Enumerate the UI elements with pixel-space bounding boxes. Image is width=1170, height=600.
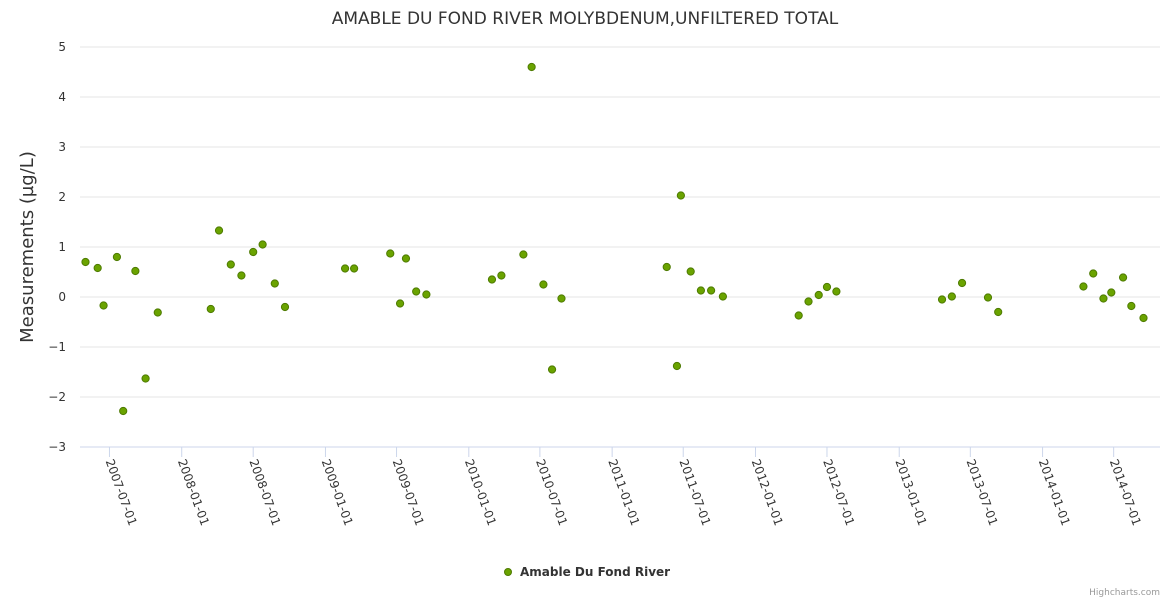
y-tick-label: 2 [58,190,66,204]
data-point[interactable] [395,299,405,308]
data-points [81,62,1148,416]
x-tick-label: 2013-01-01 [892,457,929,527]
data-point[interactable] [1107,288,1116,297]
x-tick-label: 2008-01-01 [175,457,212,527]
data-point[interactable] [112,252,122,262]
y-axis-ticks: 5 4 3 2 1 0 −1 −2 −3 [48,40,66,454]
data-point[interactable] [662,262,671,272]
data-point[interactable] [119,406,128,416]
data-point[interactable] [226,260,235,269]
chart-title: AMABLE DU FOND RIVER MOLYBDENUM,UNFILTER… [332,9,839,29]
data-point[interactable] [1139,313,1148,323]
gridlines [80,46,1160,398]
data-point[interactable] [386,249,395,258]
data-point[interactable] [994,307,1003,317]
x-axis-ticks: 2007-07-01 2008-01-01 2008-07-01 2009-01-01… [103,447,1144,528]
data-point[interactable] [81,257,90,267]
data-point[interactable] [249,247,258,257]
data-point[interactable] [487,275,497,284]
data-point[interactable] [497,271,506,280]
y-tick-label: 4 [58,90,66,104]
data-point[interactable] [99,301,108,310]
data-point[interactable] [527,62,536,72]
data-point[interactable] [519,250,528,259]
data-point[interactable] [832,287,841,296]
x-tick-label: 2012-01-01 [749,457,786,527]
data-point[interactable] [350,264,359,273]
data-point[interactable] [214,226,224,235]
x-tick-label: 2009-01-01 [319,457,356,527]
data-point[interactable] [539,280,548,289]
data-point[interactable] [1099,294,1108,303]
y-tick-label: 3 [58,140,66,154]
data-point[interactable] [947,292,956,301]
x-tick-label: 2012-07-01 [820,457,857,527]
x-tick-label: 2010-07-01 [533,457,570,527]
y-tick-label: 5 [58,40,66,54]
data-point[interactable] [707,286,716,295]
legend[interactable]: Amable Du Fond River [504,565,671,579]
data-point[interactable] [1127,301,1136,311]
x-tick-label: 2010-01-01 [462,457,499,527]
data-point[interactable] [696,286,706,295]
data-point[interactable] [1079,282,1088,291]
data-point[interactable] [141,374,150,383]
x-tick-label: 2007-07-01 [103,457,140,527]
credits-link[interactable]: Highcharts.com [1089,588,1160,598]
data-point[interactable] [937,295,947,304]
y-tick-label: −3 [48,440,66,454]
data-point[interactable] [422,290,431,299]
data-point[interactable] [547,365,557,374]
y-tick-label: −2 [48,390,66,404]
y-tick-label: −1 [48,340,66,354]
data-point[interactable] [401,254,411,263]
legend-label: Amable Du Fond River [520,565,670,579]
x-tick-label: 2008-07-01 [246,457,283,527]
data-point[interactable] [804,297,813,306]
data-point[interactable] [686,267,695,276]
data-point[interactable] [206,304,215,314]
data-point[interactable] [93,263,102,273]
data-point[interactable] [794,311,803,320]
legend-marker [504,568,512,576]
x-tick-label: 2014-07-01 [1107,457,1144,527]
data-point[interactable] [270,279,279,288]
y-tick-label: 1 [58,240,66,254]
data-point[interactable] [957,278,967,288]
y-axis-label: Measurements (µg/L) [17,151,38,343]
x-tick-label: 2011-07-01 [676,457,713,527]
x-tick-label: 2014-01-01 [1036,457,1073,527]
y-tick-label: 0 [58,290,66,304]
data-point[interactable] [983,293,993,302]
data-point[interactable] [412,287,421,296]
data-point[interactable] [814,290,823,300]
x-tick-label: 2009-07-01 [390,457,427,527]
data-point[interactable] [676,191,685,200]
data-point[interactable] [237,271,246,280]
data-point[interactable] [1089,269,1098,278]
data-point[interactable] [258,240,267,249]
data-point[interactable] [153,308,162,317]
data-point[interactable] [672,361,682,371]
data-point[interactable] [280,302,290,312]
x-tick-label: 2011-01-01 [605,457,642,527]
data-point[interactable] [557,294,566,303]
data-point[interactable] [822,282,832,292]
data-point[interactable] [131,266,140,276]
data-point[interactable] [718,292,727,301]
x-tick-label: 2013-07-01 [963,457,1000,527]
data-point[interactable] [340,264,350,273]
data-point[interactable] [1118,273,1128,282]
